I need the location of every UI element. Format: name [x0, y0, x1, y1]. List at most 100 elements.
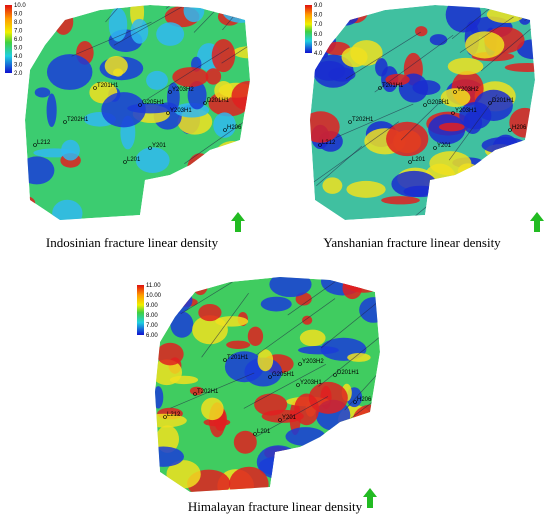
colorbar-label: 7.0 [14, 29, 23, 35]
blob [25, 156, 55, 185]
blob [196, 178, 211, 210]
well-label: L201 [412, 157, 426, 163]
well-label: H206 [512, 125, 527, 131]
blob [412, 80, 441, 95]
blob [475, 162, 514, 198]
blob [518, 9, 532, 25]
well-marker [123, 160, 127, 164]
blob [184, 201, 213, 215]
blob [302, 315, 313, 325]
blob [152, 202, 170, 215]
colorbar-label: 9.00 [146, 303, 158, 309]
blob [385, 73, 410, 86]
well-marker [223, 358, 227, 362]
well-label: D201H1 [207, 98, 230, 104]
map [310, 5, 535, 220]
blob [232, 46, 250, 59]
blob [289, 469, 332, 492]
fault [255, 396, 329, 438]
colorbar-label: 2.0 [14, 71, 23, 77]
well-label: Y201 [152, 143, 167, 149]
blob [453, 193, 495, 207]
colorbar-label: 7.0 [314, 22, 323, 28]
blob [375, 58, 388, 77]
blob [352, 404, 380, 436]
colorbar-label: 5.0 [14, 46, 23, 52]
blob [183, 5, 205, 23]
blob [182, 192, 194, 205]
well-label: G205H1 [142, 100, 165, 106]
blob [313, 60, 346, 81]
well-marker [93, 86, 97, 90]
blob [331, 7, 359, 26]
blob [188, 188, 232, 216]
well-label: T202H1 [197, 389, 219, 395]
well-label: Y201 [282, 415, 297, 421]
blob [25, 196, 36, 210]
blob [168, 177, 210, 214]
blob [53, 8, 74, 35]
blob [440, 88, 471, 108]
colorbar-label: 6.0 [14, 37, 23, 43]
well-label: Y203H2 [172, 87, 194, 93]
blob [201, 397, 224, 421]
fault [170, 372, 255, 409]
blob [101, 92, 146, 128]
blob [155, 359, 183, 386]
well-label: H206 [227, 125, 242, 131]
blob [203, 179, 245, 214]
fault [480, 10, 535, 72]
well-label: Y203H1 [170, 108, 192, 114]
well-label: Y201 [437, 143, 452, 149]
blob [333, 5, 344, 32]
colorbar-label: 4.0 [14, 54, 23, 60]
well-label: L212 [322, 140, 336, 146]
blob [36, 24, 50, 33]
fault [345, 31, 421, 80]
colorbar-label: 4.0 [314, 51, 323, 57]
blob [504, 62, 535, 73]
fault [221, 15, 250, 64]
well-marker [348, 120, 352, 124]
map-panel: 9.0 8.0 7.0 6.0 5.0 4.0 T201H1 G205H1 Y203H2 D201… [305, 3, 544, 250]
blob [495, 168, 514, 192]
fault [344, 359, 380, 411]
well-label: T201H1 [382, 83, 404, 89]
map-panel: 10.0 9.0 8.0 7.0 6.0 5.0 4.0 3.0 2.0 T201H1 G205H1… [5, 3, 250, 250]
blob [310, 111, 340, 143]
well-label: L201 [257, 429, 271, 435]
blob [166, 460, 201, 489]
fault [222, 5, 250, 31]
fault [374, 34, 454, 93]
blob [156, 22, 185, 46]
blob [499, 184, 535, 200]
blob [52, 199, 83, 220]
well-label: Y203H1 [455, 108, 477, 114]
blob [211, 39, 236, 73]
blob [346, 180, 386, 198]
well-label: G205H1 [427, 100, 450, 106]
well-marker [203, 101, 207, 105]
blob [260, 296, 292, 312]
blob [135, 147, 170, 174]
blob [459, 101, 492, 130]
well-marker [423, 103, 427, 107]
colorbar [5, 5, 12, 73]
blob [481, 137, 527, 154]
blob [299, 329, 326, 347]
blob [294, 393, 319, 426]
fault [184, 101, 250, 164]
blob [462, 194, 493, 220]
blob [198, 304, 222, 322]
blob [146, 70, 168, 90]
fault [316, 145, 363, 187]
blob [198, 197, 215, 220]
fault [243, 363, 327, 409]
fault [368, 277, 380, 286]
well-label: Y203H2 [457, 87, 479, 93]
colorbar-label: 11.00 [146, 283, 161, 289]
blob [155, 446, 184, 467]
caption: Himalayan fracture linear density [188, 499, 363, 514]
well-marker [223, 128, 227, 132]
